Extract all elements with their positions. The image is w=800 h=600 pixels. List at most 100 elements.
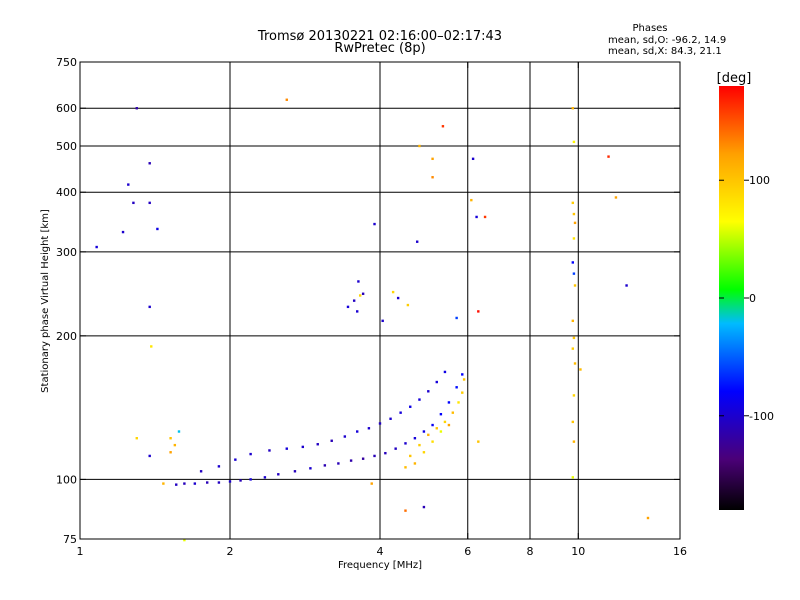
echo-point <box>249 452 252 456</box>
echo-point <box>573 284 577 287</box>
stats-x-mode: mean, sd,X: 84.3, 21.1 <box>608 46 722 57</box>
echo-point <box>285 98 288 101</box>
colorbar-tick-label: 0 <box>749 292 756 305</box>
echo-point <box>413 437 417 440</box>
echo-point <box>148 201 151 205</box>
echo-point <box>572 140 576 144</box>
echo-point <box>422 451 426 454</box>
echo-point <box>301 445 305 449</box>
echo-point <box>571 347 575 350</box>
echo-point <box>277 473 280 476</box>
echo-point <box>127 183 130 186</box>
colorbar-ticks: 100 0 -100 <box>719 174 774 423</box>
echo-point <box>367 427 371 430</box>
x-tick-label: 2 <box>227 545 234 558</box>
echo-point <box>316 443 319 446</box>
echo-point <box>169 451 172 454</box>
echo-point <box>418 443 421 447</box>
y-tick-label: 100 <box>56 473 77 486</box>
echo-point <box>431 176 434 179</box>
echo-point <box>217 481 221 484</box>
colorbar-tick-label: 100 <box>749 174 770 187</box>
echo-point <box>389 417 392 420</box>
echo-point <box>571 107 575 110</box>
y-tick-label: 400 <box>56 186 77 199</box>
echo-point <box>404 509 407 512</box>
echo-point <box>349 459 353 462</box>
echo-point <box>572 272 576 275</box>
echo-point <box>404 442 407 445</box>
echo-point <box>343 435 347 438</box>
echo-point <box>135 437 138 440</box>
echo-point <box>370 482 373 485</box>
echo-point <box>475 215 478 219</box>
echo-point <box>234 458 237 461</box>
y-tick-label: 750 <box>56 56 77 69</box>
echo-point <box>572 394 576 397</box>
x-tick-label: 1 <box>77 545 84 558</box>
chart-title-line1: Tromsø 20130221 02:16:00–02:17:43 <box>257 29 502 44</box>
echo-point <box>427 390 430 393</box>
y-tick-label: 500 <box>56 140 77 153</box>
echo-point <box>477 310 480 313</box>
x-tick-label: 4 <box>377 545 384 558</box>
echo-point <box>477 440 480 443</box>
echo-point <box>355 430 359 433</box>
echo-point <box>571 319 575 323</box>
echo-point <box>439 412 443 416</box>
echo-point <box>323 464 327 467</box>
echo-point <box>409 454 412 458</box>
echo-point <box>443 370 447 374</box>
echo-point <box>373 454 376 458</box>
echo-point <box>418 398 421 401</box>
echo-point <box>431 157 434 161</box>
echo-point <box>418 144 421 148</box>
echo-point <box>447 401 451 404</box>
echo-point <box>443 420 447 424</box>
echo-point <box>406 303 410 307</box>
y-tick-label: 75 <box>63 533 77 546</box>
echo-point <box>95 245 98 249</box>
echo-point <box>162 482 165 485</box>
echo-point <box>646 516 650 520</box>
echo-point <box>483 215 487 219</box>
plot-frame <box>79 61 681 540</box>
echo-point <box>346 305 350 309</box>
echo-point <box>361 292 365 295</box>
echo-point <box>427 433 430 437</box>
echo-point <box>415 240 419 243</box>
colorbar-tick-label: -100 <box>749 410 774 423</box>
echo-point <box>309 467 312 470</box>
echo-point <box>571 476 575 479</box>
echo-point <box>431 423 434 427</box>
echo-point <box>378 422 382 425</box>
axis-ticks: 1 2 4 6 8 10 16 75 100 200 300 400 500 600 750 <box>56 56 687 558</box>
echo-point <box>435 427 438 430</box>
echo-point <box>579 368 582 371</box>
echo-point <box>625 284 628 287</box>
echo-point <box>352 299 356 302</box>
echo-point <box>268 449 271 452</box>
x-tick-label: 6 <box>464 545 471 558</box>
chart-title-line2: RwPretec (8p) <box>334 41 425 56</box>
echo-point <box>381 319 384 323</box>
echo-point <box>121 230 125 234</box>
echo-point <box>404 466 407 469</box>
echo-point <box>239 479 242 482</box>
y-axis-label: Stationary phase Virtual Height [km] <box>40 209 51 393</box>
echo-point <box>455 386 458 389</box>
echo-point <box>571 420 575 424</box>
echo-point <box>572 440 576 443</box>
echo-point <box>573 362 577 365</box>
echo-point <box>451 411 455 414</box>
echo-point <box>572 237 576 240</box>
x-tick-label: 16 <box>673 545 687 558</box>
echo-point <box>183 482 186 485</box>
phases-header: Phases <box>632 23 667 34</box>
echo-point <box>148 454 151 458</box>
echo-point <box>358 294 362 297</box>
echo-point <box>461 373 464 376</box>
echo-point <box>572 336 576 340</box>
y-tick-label: 200 <box>56 330 77 343</box>
